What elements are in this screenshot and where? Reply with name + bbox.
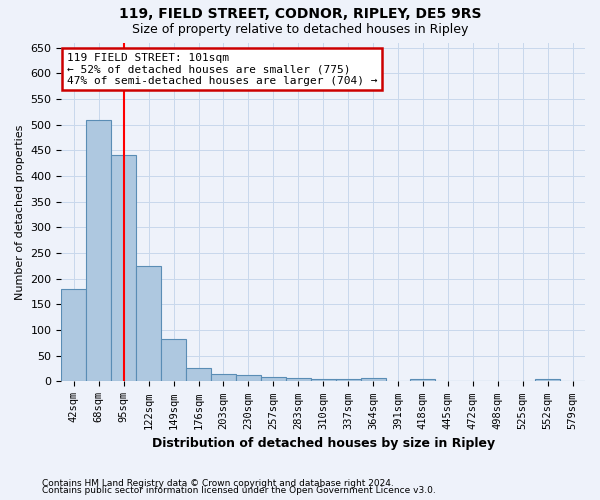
Bar [61, 289, 86, 382]
Y-axis label: Number of detached properties: Number of detached properties [15, 124, 25, 300]
Bar [86, 120, 111, 382]
Bar [361, 378, 386, 382]
Bar [535, 379, 560, 382]
Text: Size of property relative to detached houses in Ripley: Size of property relative to detached ho… [132, 22, 468, 36]
Bar [335, 379, 361, 382]
Bar [136, 266, 161, 382]
Bar [410, 379, 436, 382]
Bar [261, 378, 286, 382]
Bar [211, 374, 236, 382]
Text: 119, FIELD STREET, CODNOR, RIPLEY, DE5 9RS: 119, FIELD STREET, CODNOR, RIPLEY, DE5 9… [119, 8, 481, 22]
Text: 119 FIELD STREET: 101sqm
← 52% of detached houses are smaller (775)
47% of semi-: 119 FIELD STREET: 101sqm ← 52% of detach… [67, 52, 377, 86]
Bar [311, 379, 335, 382]
Bar [111, 156, 136, 382]
Text: Contains HM Land Registry data © Crown copyright and database right 2024.: Contains HM Land Registry data © Crown c… [42, 478, 394, 488]
Bar [161, 339, 186, 382]
X-axis label: Distribution of detached houses by size in Ripley: Distribution of detached houses by size … [152, 437, 495, 450]
Bar [286, 378, 311, 382]
Bar [236, 375, 261, 382]
Bar [186, 368, 211, 382]
Text: Contains public sector information licensed under the Open Government Licence v3: Contains public sector information licen… [42, 486, 436, 495]
